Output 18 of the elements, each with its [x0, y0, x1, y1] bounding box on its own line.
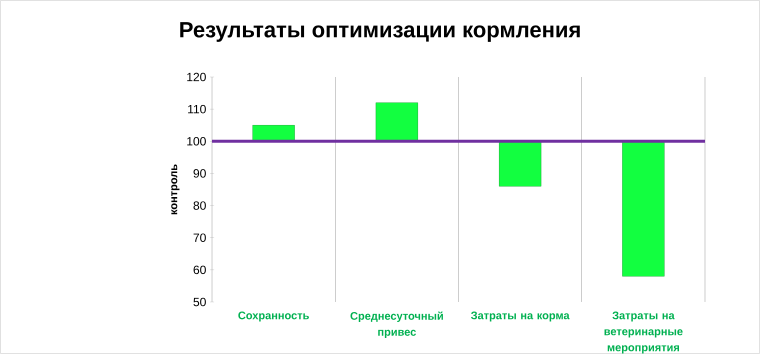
y-axis-title: контроль: [171, 164, 180, 214]
y-tick-label: 110: [188, 104, 206, 114]
y-tick-label: 80: [194, 201, 206, 210]
bar: [376, 102, 418, 142]
y-tick-label: 90: [194, 169, 206, 178]
y-tick-label: 120: [187, 72, 206, 82]
x-tick-label: Сохранность: [238, 312, 309, 322]
x-tick-label: Среднесуточный привес: [350, 312, 443, 338]
bar: [252, 125, 295, 142]
chart-title: Результаты оптимизации кормления: [180, 22, 580, 42]
bar: [498, 141, 542, 187]
y-tick-label: 50: [193, 298, 206, 306]
y-tick-label: 70: [194, 234, 206, 242]
bar: [622, 141, 665, 277]
y-tick-label: 60: [194, 266, 206, 274]
x-tick-label: Затраты на ветеринарные мероприятия: [604, 312, 683, 354]
x-tick-label: Затраты на корма: [470, 312, 570, 322]
y-tick-label: 100: [187, 137, 206, 146]
